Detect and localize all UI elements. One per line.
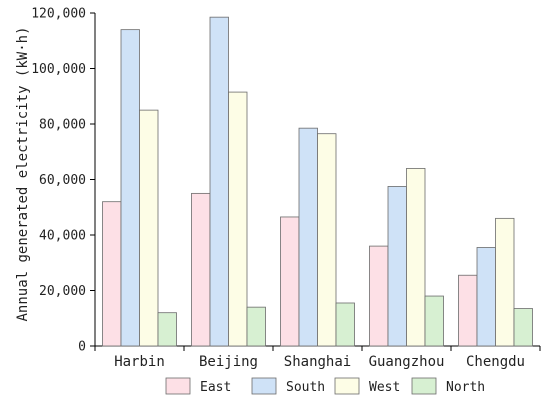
bar-south-guangzhou <box>387 186 407 347</box>
x-category-label: Harbin <box>114 354 165 370</box>
bar-east-beijing <box>191 192 211 347</box>
x-category-label: Guangzhou <box>369 354 445 370</box>
bar-south-chengdu <box>476 247 496 347</box>
y-axis-label: Annual generated electricity (kW·h) <box>15 26 31 321</box>
bar-west-shanghai <box>317 133 337 347</box>
y-tick-label: 80,000 <box>39 118 86 133</box>
bar-west-guangzhou <box>406 167 426 347</box>
y-tick-label: 120,000 <box>31 7 86 22</box>
x-category-label: Beijing <box>199 354 258 370</box>
bar-north-chengdu <box>513 308 533 347</box>
legend-swatch-north <box>411 377 437 395</box>
bar-north-guangzhou <box>424 295 444 347</box>
legend-label-east: East <box>200 380 231 395</box>
y-tick-label: 20,000 <box>39 284 86 299</box>
x-category-label: Shanghai <box>284 354 351 370</box>
legend-swatch-east <box>165 377 191 395</box>
category-labels: Harbin Beijing Shanghai Guangzhou Chengdu <box>114 354 525 370</box>
bar-north-beijing <box>246 306 266 347</box>
x-category-label: Chengdu <box>466 354 525 370</box>
bars-group <box>102 16 533 347</box>
bar-east-shanghai <box>280 216 300 347</box>
bar-south-shanghai <box>298 127 318 347</box>
y-tick-label: 0 <box>78 340 86 355</box>
bar-west-harbin <box>139 109 159 347</box>
y-tick-labels: 0 20,000 40,000 60,000 80,000 100,000 120,000 <box>31 7 86 355</box>
bar-east-harbin <box>102 201 122 347</box>
legend-label-south: South <box>286 380 325 395</box>
bar-south-beijing <box>209 16 229 347</box>
bar-south-harbin <box>120 29 140 347</box>
legend-swatch-west <box>334 377 360 395</box>
bar-west-beijing <box>228 91 248 347</box>
y-tick-label: 60,000 <box>39 173 86 188</box>
y-tick-label: 100,000 <box>31 62 86 77</box>
bar-west-chengdu <box>495 217 515 347</box>
bar-north-shanghai <box>335 302 355 347</box>
legend-label-north: North <box>446 380 485 395</box>
bar-east-guangzhou <box>369 245 389 347</box>
bar-east-chengdu <box>458 274 478 347</box>
legend-swatch-south <box>251 377 277 395</box>
y-tick-label: 40,000 <box>39 229 86 244</box>
legend-label-west: West <box>369 380 400 395</box>
legend: East South West North <box>165 377 485 395</box>
bar-north-harbin <box>157 312 177 347</box>
